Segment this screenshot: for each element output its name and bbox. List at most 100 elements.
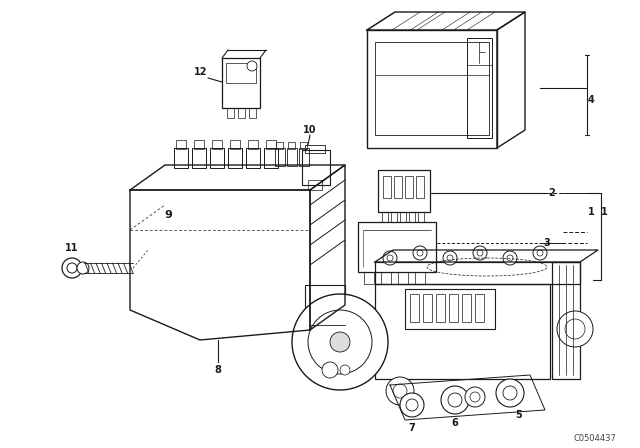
Text: 1: 1 [588, 207, 595, 217]
Bar [375, 262, 580, 284]
Circle shape [443, 251, 457, 265]
Bar [400, 212, 406, 222]
Circle shape [322, 362, 338, 378]
Bar [227, 108, 234, 118]
Bar [305, 145, 325, 153]
Circle shape [533, 246, 547, 260]
Text: 5: 5 [515, 410, 522, 420]
Text: 10: 10 [303, 125, 317, 135]
Circle shape [393, 384, 407, 398]
Bar [410, 294, 419, 322]
Bar [358, 222, 436, 272]
Circle shape [565, 319, 585, 339]
Circle shape [413, 246, 427, 260]
Bar [212, 140, 222, 149]
Circle shape [507, 255, 513, 261]
Bar [276, 142, 283, 149]
Bar [375, 284, 550, 379]
Circle shape [448, 393, 462, 407]
Bar [475, 294, 484, 322]
Bar [222, 58, 260, 108]
Bar [305, 285, 345, 325]
Text: 2: 2 [548, 188, 555, 198]
Text: 7: 7 [408, 423, 415, 433]
Bar [375, 42, 489, 135]
Bar [308, 320, 343, 340]
Bar [249, 108, 256, 118]
Bar [226, 63, 256, 83]
Bar [462, 294, 471, 322]
Circle shape [503, 386, 517, 400]
Text: 8: 8 [214, 365, 221, 375]
Text: 9: 9 [164, 210, 172, 220]
Bar [246, 148, 260, 168]
Circle shape [557, 311, 593, 347]
Text: 6: 6 [452, 418, 458, 428]
Circle shape [400, 393, 424, 417]
Bar [287, 148, 297, 166]
Circle shape [406, 399, 418, 411]
Bar [266, 140, 276, 149]
Bar [194, 140, 204, 149]
Circle shape [417, 250, 423, 256]
Bar [275, 148, 285, 166]
Bar [210, 148, 224, 168]
Circle shape [470, 392, 480, 402]
Circle shape [465, 387, 485, 407]
Circle shape [386, 377, 414, 405]
Bar [364, 272, 374, 284]
Text: C0504437: C0504437 [573, 434, 616, 443]
Bar [264, 148, 278, 168]
Text: 4: 4 [588, 95, 595, 105]
Circle shape [447, 255, 453, 261]
Bar [418, 212, 424, 222]
Bar [416, 176, 424, 198]
Bar [378, 170, 430, 212]
Bar [302, 150, 330, 185]
Text: 12: 12 [193, 67, 207, 77]
Bar [192, 148, 206, 168]
Bar [394, 176, 402, 198]
Bar [300, 142, 307, 149]
Circle shape [292, 294, 388, 390]
Bar [467, 38, 492, 138]
Circle shape [477, 250, 483, 256]
Circle shape [496, 379, 524, 407]
Bar [423, 294, 432, 322]
Bar [174, 148, 188, 168]
Bar [436, 294, 445, 322]
Circle shape [537, 250, 543, 256]
Bar [398, 272, 408, 284]
Circle shape [307, 334, 323, 350]
Circle shape [503, 251, 517, 265]
Bar [230, 140, 240, 149]
Circle shape [441, 386, 469, 414]
Bar [381, 272, 391, 284]
Bar [248, 140, 258, 149]
Circle shape [308, 310, 372, 374]
Circle shape [330, 332, 350, 352]
Bar [238, 108, 245, 118]
Circle shape [340, 365, 350, 375]
Bar [449, 294, 458, 322]
Bar [308, 180, 322, 190]
Bar [383, 176, 391, 198]
Bar [288, 142, 295, 149]
Circle shape [387, 255, 393, 261]
Circle shape [67, 263, 77, 273]
Bar [409, 212, 415, 222]
Circle shape [77, 262, 89, 274]
Bar [228, 148, 242, 168]
Bar [299, 148, 309, 166]
Bar [552, 262, 580, 379]
Bar [382, 212, 388, 222]
Bar [176, 140, 186, 149]
Text: 11: 11 [65, 243, 79, 253]
Bar [405, 289, 495, 329]
Circle shape [62, 258, 82, 278]
Circle shape [473, 246, 487, 260]
Text: 3: 3 [543, 238, 550, 248]
Bar [391, 212, 397, 222]
Bar [367, 30, 497, 148]
Bar [415, 272, 425, 284]
